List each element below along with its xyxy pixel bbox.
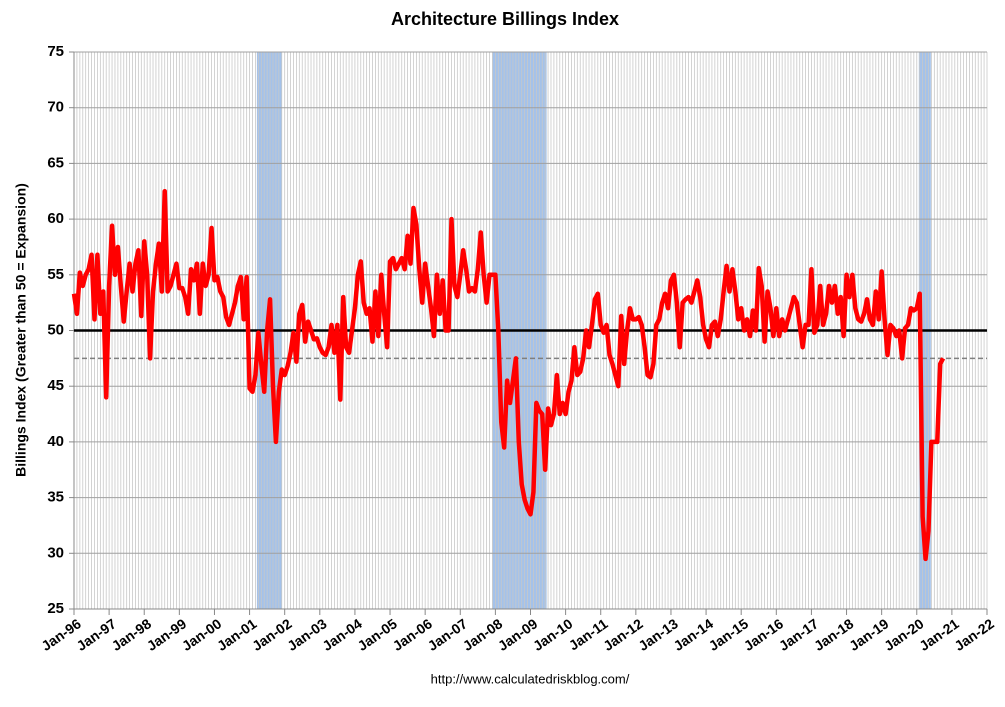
x-tick-label: Jan-13 <box>635 615 681 654</box>
x-tick-label: Jan-99 <box>144 615 190 654</box>
chart-title: Architecture Billings Index <box>391 9 619 29</box>
x-tick-label: Jan-15 <box>706 615 752 654</box>
x-tick-label: Jan-01 <box>214 615 260 654</box>
x-tick-label: Jan-07 <box>425 615 471 654</box>
x-tick-label: Jan-98 <box>109 615 155 654</box>
x-tick-label: Jan-12 <box>600 615 646 654</box>
y-tick-label: 35 <box>47 489 64 506</box>
y-tick-label: 60 <box>47 210 64 227</box>
y-tick-label: 75 <box>47 43 64 60</box>
x-tick-label: Jan-22 <box>951 615 997 654</box>
y-tick-label: 25 <box>47 600 64 617</box>
x-tick-label: Jan-10 <box>530 615 576 654</box>
y-tick-label: 50 <box>47 321 64 338</box>
x-tick-label: Jan-02 <box>249 615 295 654</box>
x-tick-label: Jan-04 <box>319 615 365 654</box>
x-tick-label: Jan-19 <box>846 615 892 654</box>
y-tick-label: 70 <box>47 99 64 116</box>
y-tick-label: 55 <box>47 266 64 283</box>
x-tick-label: Jan-96 <box>38 615 84 654</box>
data-line <box>71 189 946 562</box>
x-tick-label: Jan-20 <box>881 615 927 654</box>
x-tick-label: Jan-16 <box>741 615 787 654</box>
y-tick-label: 65 <box>47 154 64 171</box>
y-tick-label: 45 <box>47 377 64 394</box>
x-tick-label: Jan-09 <box>495 615 541 654</box>
x-tick-label: Jan-00 <box>179 615 225 654</box>
y-tick-label: 30 <box>47 544 64 561</box>
x-tick-label: Jan-97 <box>73 615 119 654</box>
x-tick-label: Jan-17 <box>776 615 822 654</box>
x-tick-label: Jan-08 <box>460 615 506 654</box>
x-tick-label: Jan-03 <box>284 615 330 654</box>
x-tick-label: Jan-05 <box>354 615 400 654</box>
x-tick-label: Jan-21 <box>916 615 962 654</box>
source: http://www.calculatedriskblog.com/ <box>431 671 630 686</box>
x-tick-label: Jan-06 <box>389 615 435 654</box>
x-tick-label: Jan-14 <box>670 615 716 654</box>
x-tick-label: Jan-18 <box>811 615 857 654</box>
y-tick-label: 40 <box>47 433 64 450</box>
y-axis-label: Billings Index (Greater than 50 = Expans… <box>13 183 29 477</box>
